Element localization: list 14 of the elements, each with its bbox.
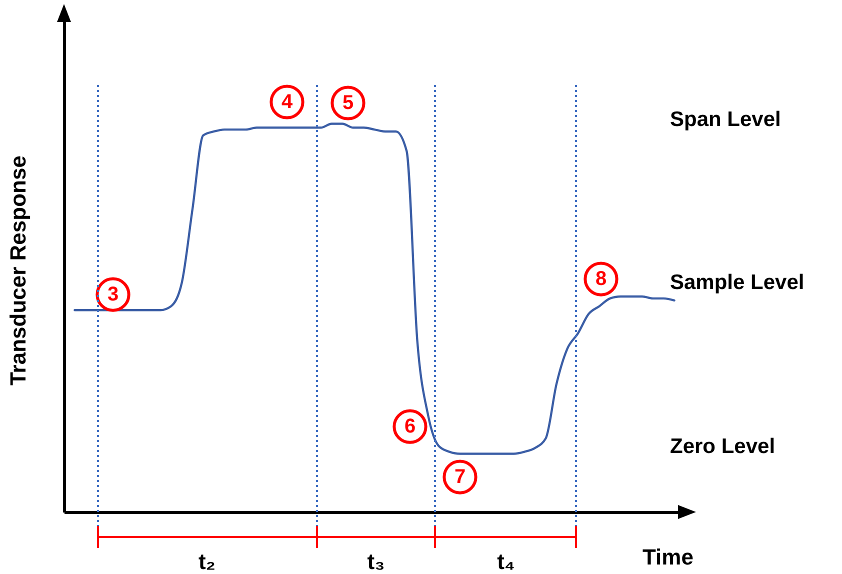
text: 5 <box>342 92 354 114</box>
annotation: 3 <box>107 284 119 306</box>
annotation: Sample Level <box>670 271 804 294</box>
text: t₄ <box>497 549 515 574</box>
annotation: Zero Level <box>670 435 776 458</box>
text: 4 <box>281 91 294 113</box>
x-axis-title: Time <box>642 544 694 570</box>
annotation: 8 <box>595 268 607 290</box>
annotation: 6 <box>404 416 416 438</box>
text: t₂ <box>198 549 216 574</box>
annotation: 7 <box>454 466 466 488</box>
annotation: Span Level <box>670 108 781 131</box>
text: t₃ <box>367 549 385 574</box>
y-axis-title: Transducer Response <box>6 156 30 386</box>
